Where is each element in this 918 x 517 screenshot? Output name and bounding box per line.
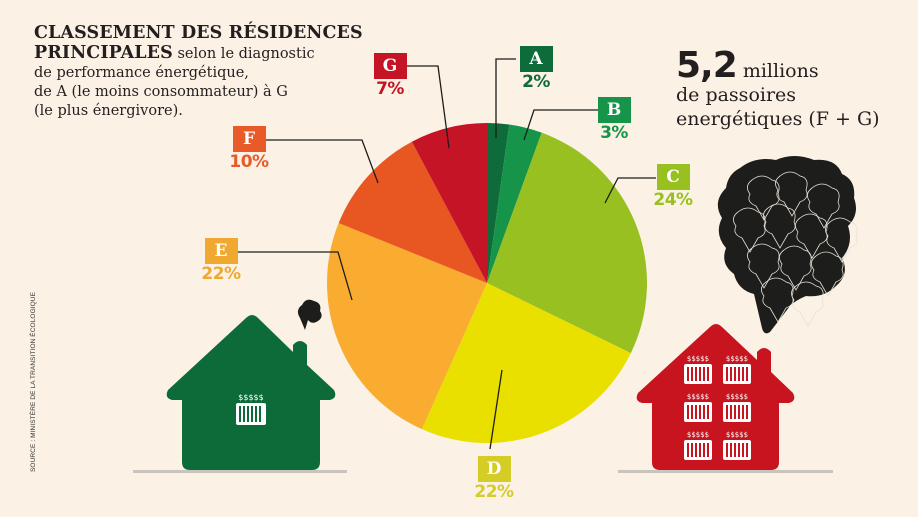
svg-text:$$$$$: $$$$$ bbox=[687, 393, 709, 401]
label-d: D 22% bbox=[470, 456, 518, 502]
green-house-icon: $$$$$ bbox=[166, 299, 336, 470]
pie-slice-d bbox=[421, 283, 631, 444]
svg-text:$$$$$: $$$$$ bbox=[238, 393, 263, 402]
svg-text:$$$$$: $$$$$ bbox=[687, 431, 709, 439]
label-e-badge: E bbox=[204, 238, 238, 264]
label-f: F 10% bbox=[224, 126, 274, 172]
label-f-badge: F bbox=[232, 126, 266, 152]
label-a-badge: A bbox=[519, 46, 553, 72]
pie-slice-c bbox=[487, 132, 648, 354]
passoires-annotation: 5,2 millions de passoires energétiques (… bbox=[676, 48, 880, 131]
leader-line-g bbox=[405, 65, 450, 149]
title-line5: (le plus énergivore). bbox=[34, 103, 183, 119]
leader-line-f bbox=[262, 139, 379, 184]
label-c-value: 24% bbox=[653, 190, 693, 210]
label-g: G 7% bbox=[368, 53, 412, 99]
radiator-icon: $$$$$ bbox=[723, 431, 751, 460]
stat-line3: energétiques (F + G) bbox=[676, 108, 880, 130]
title-bold-line1: CLASSEMENT DES RÉSIDENCES bbox=[34, 23, 363, 43]
label-d-value: 22% bbox=[474, 482, 514, 502]
radiator-icon: $$$$$ bbox=[236, 393, 266, 425]
label-b: B 3% bbox=[592, 97, 636, 143]
radiator-grid: $$$$$ $$$$$ $$$$$ $$$$$ $$$$$ $$$$$ bbox=[684, 355, 751, 460]
title-bold-line2: PRINCIPALES bbox=[34, 43, 173, 63]
svg-text:$$$$$: $$$$$ bbox=[726, 393, 748, 401]
stat-unit: millions bbox=[736, 60, 819, 82]
stat-value: 5,2 bbox=[676, 45, 738, 86]
pie-slice-g bbox=[411, 123, 487, 283]
label-c-badge: C bbox=[656, 164, 690, 190]
pie-slice-e bbox=[326, 223, 487, 430]
label-d-badge: D bbox=[477, 456, 511, 482]
title-line3: de performance énergétique, bbox=[34, 65, 249, 81]
svg-text:$$$$$: $$$$$ bbox=[726, 431, 748, 439]
leader-line-d bbox=[489, 369, 503, 450]
label-a-value: 2% bbox=[522, 72, 550, 92]
small-smoke-cloud-icon bbox=[297, 299, 322, 330]
leader-line-a bbox=[495, 58, 516, 138]
stat-line2: de passoires bbox=[676, 84, 797, 106]
radiator-icon: $$$$$ bbox=[723, 355, 751, 384]
svg-text:$$$$$: $$$$$ bbox=[726, 355, 748, 363]
label-e: E 22% bbox=[196, 238, 246, 284]
label-g-badge: G bbox=[373, 53, 407, 79]
chart-title: CLASSEMENT DES RÉSIDENCES PRINCIPALES se… bbox=[34, 24, 364, 121]
leader-line-c bbox=[604, 177, 656, 204]
pie-chart bbox=[326, 123, 648, 444]
leader-line-e bbox=[236, 251, 353, 301]
label-b-value: 3% bbox=[600, 123, 628, 143]
radiator-icon: $$$$$ bbox=[684, 393, 712, 422]
title-line4: de A (le moins consommateur) à G bbox=[34, 84, 288, 100]
leader-lines bbox=[236, 58, 656, 450]
label-a: A 2% bbox=[512, 46, 560, 92]
label-c: C 24% bbox=[648, 164, 698, 210]
pie-slice-b bbox=[487, 124, 542, 283]
label-b-badge: B bbox=[597, 97, 631, 123]
svg-text:$$$$$: $$$$$ bbox=[687, 355, 709, 363]
radiator-icon: $$$$$ bbox=[684, 355, 712, 384]
large-smoke-cloud-icon bbox=[717, 156, 858, 334]
label-g-value: 7% bbox=[376, 79, 404, 99]
radiator-icon: $$$$$ bbox=[723, 393, 751, 422]
radiator-icon: $$$$$ bbox=[684, 431, 712, 460]
leader-line-b bbox=[523, 109, 598, 141]
title-regular-inline: selon le diagnostic bbox=[172, 46, 315, 62]
label-f-value: 10% bbox=[229, 152, 269, 172]
label-e-value: 22% bbox=[201, 264, 241, 284]
pie-slice-a bbox=[487, 123, 510, 283]
red-house-icon: $$$$$ $$$$$ $$$$$ $$$$$ $$$$$ $$$$$ bbox=[636, 324, 795, 470]
ground-line-right bbox=[618, 470, 833, 473]
ground-line-left bbox=[133, 470, 347, 473]
